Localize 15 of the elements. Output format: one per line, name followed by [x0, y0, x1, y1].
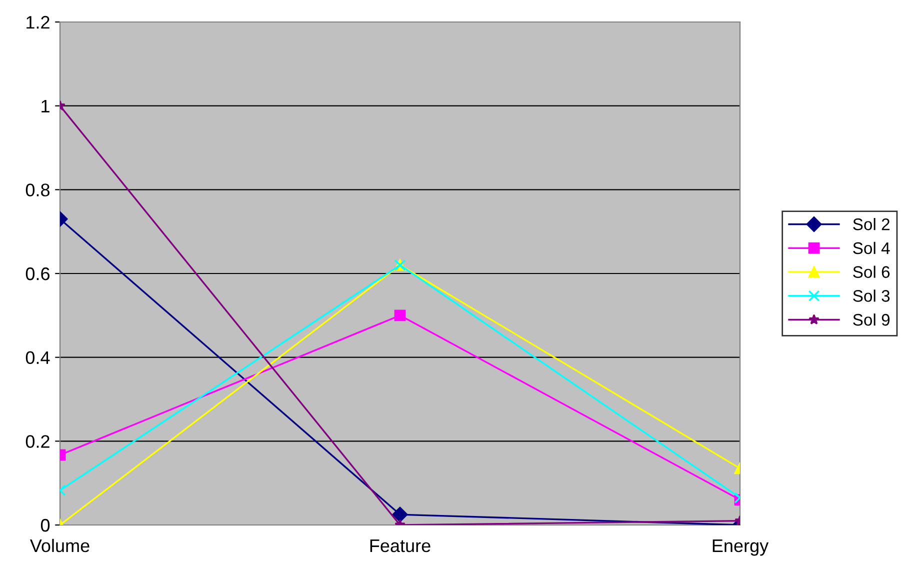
- x-tick-label: Volume: [30, 538, 90, 552]
- legend-label: Sol 3: [853, 290, 890, 302]
- y-tick-label: 1: [42, 100, 50, 112]
- x-tick-label: Feature: [370, 540, 430, 552]
- y-tick-label: 0.4: [26, 351, 50, 364]
- x-tick-label: Energy: [712, 540, 769, 556]
- legend-label: Sol 4: [853, 242, 890, 254]
- y-tick-label: 0.2: [26, 435, 50, 448]
- y-tick-label: 1.2: [26, 16, 50, 29]
- y-tick-label: 0.6: [26, 267, 50, 280]
- y-tick-label: 0.8: [26, 184, 50, 196]
- legend-label: Sol 9: [853, 313, 890, 326]
- legend-label: Sol 6: [853, 266, 890, 278]
- legend-label: Sol 2: [853, 218, 890, 230]
- y-tick-label: 0: [40, 518, 50, 532]
